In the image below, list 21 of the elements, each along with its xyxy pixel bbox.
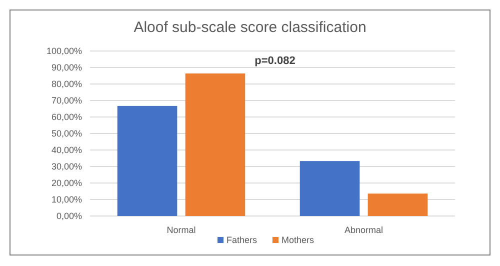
bar [368,194,428,216]
legend-label: Mothers [282,235,315,245]
bar [185,73,246,216]
y-tick-label: 60,00% [51,112,82,122]
bar [117,106,178,216]
y-tick-label: 90,00% [51,62,82,73]
y-tick-label: 0,00% [56,211,82,222]
y-tick-label: 100,00% [46,46,82,56]
annotation: p=0.082 [254,55,296,67]
legend-label: Fathers [226,235,258,245]
y-tick-label: 70,00% [51,96,82,106]
x-tick-label: Abnormal [344,225,384,235]
y-tick-label: 80,00% [51,79,82,90]
x-tick-label: Normal [166,225,196,235]
y-tick-label: 20,00% [51,178,82,188]
y-tick-label: 30,00% [51,162,82,172]
chart-title: Aloof sub-scale score classification [134,19,366,36]
y-tick-label: 10,00% [51,194,82,205]
y-tick-label: 50,00% [51,128,82,139]
bar [300,161,360,216]
y-tick-label: 40,00% [51,145,82,156]
